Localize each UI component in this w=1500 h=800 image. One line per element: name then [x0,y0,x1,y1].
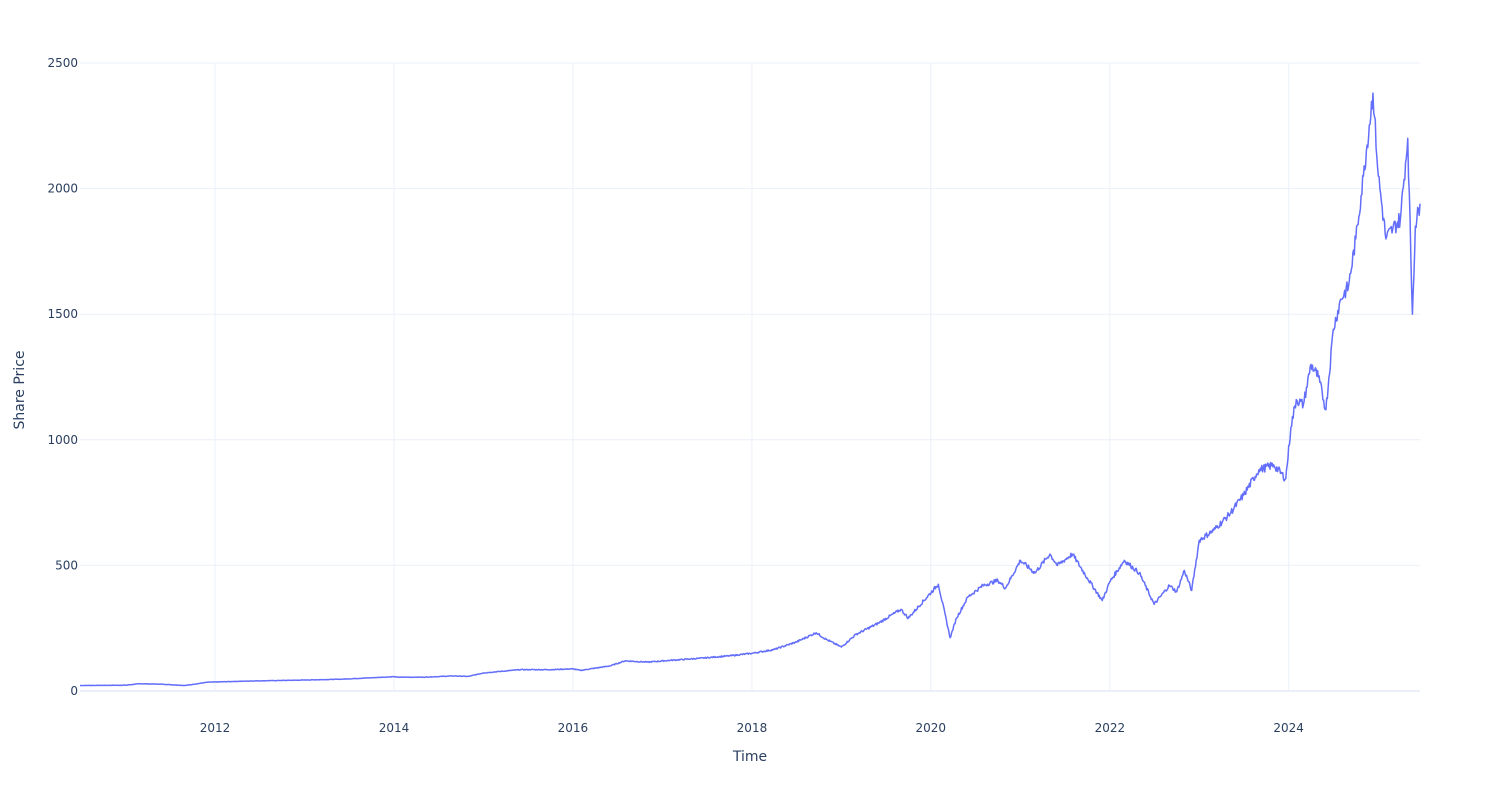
y-tick-label: 0 [70,684,78,698]
y-tick-label: 1500 [47,307,78,321]
y-tick-label: 2000 [47,182,78,196]
x-tick-label: 2024 [1273,721,1304,735]
series-layer [79,92,1421,687]
series-line [79,92,1421,687]
y-tick-label: 1000 [47,433,78,447]
x-tick-label: 2020 [916,721,947,735]
y-tick-label: 500 [55,558,78,572]
x-tick-label: 2014 [379,721,410,735]
x-tick-label: 2016 [558,721,589,735]
x-tick-label: 2022 [1095,721,1126,735]
y-tick-label: 2500 [47,56,78,70]
y-axis-title: Share Price [12,350,28,429]
x-axis-title: Time [732,749,767,765]
x-tick-label: 2018 [737,721,768,735]
x-axis-ticks: 2012 2014 2016 2018 2020 2022 2024 [200,721,1304,735]
y-axis-ticks: 0 500 1000 1500 2000 2500 [47,56,78,698]
x-tick-label: 2012 [200,721,231,735]
grid-layer [80,62,1420,692]
